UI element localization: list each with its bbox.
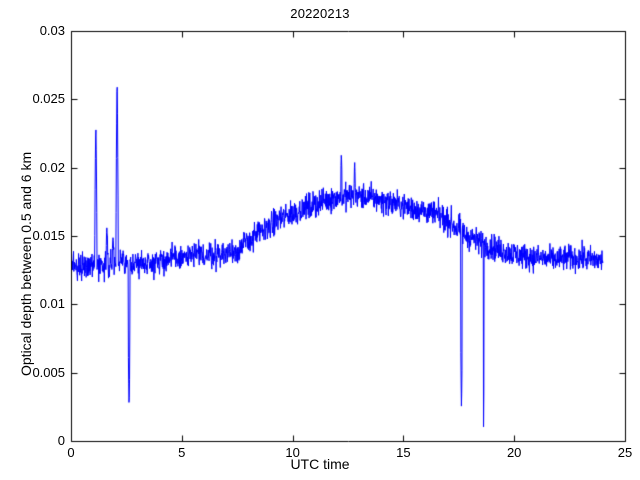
x-tick-label: 10 (285, 445, 300, 460)
chart-title: 20220213 (290, 6, 350, 21)
x-tick-label: 20 (506, 445, 522, 460)
y-tick-label: 0.02 (39, 159, 65, 175)
y-tick-label: 0.025 (32, 91, 65, 107)
y-axis-label: Optical depth between 0.5 and 6 km (18, 151, 34, 376)
x-tick-label: 0 (67, 445, 75, 460)
y-tick-label: 0.03 (39, 23, 65, 38)
y-tick-label: 0.015 (32, 228, 65, 243)
x-tick-label: 5 (178, 445, 186, 460)
x-tick-label: 25 (617, 445, 633, 460)
y-tick-label: 0.01 (39, 296, 65, 312)
x-axis-label: UTC time (290, 456, 350, 472)
y-tick-label: 0 (57, 433, 65, 448)
x-tick-label: 15 (396, 445, 411, 460)
y-tick-label: 0.005 (32, 364, 65, 380)
